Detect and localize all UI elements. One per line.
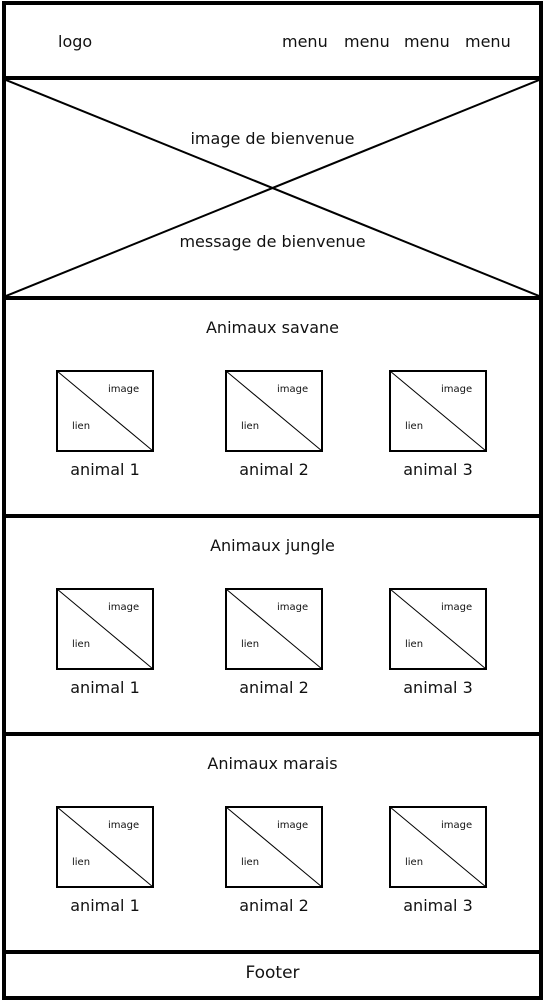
animal-name: animal 2 xyxy=(239,678,309,697)
card-image-label: image xyxy=(108,820,140,831)
image-placeholder-icon xyxy=(389,588,487,670)
animal-card-1[interactable]: image lien xyxy=(56,806,154,888)
card-link-label[interactable]: lien xyxy=(405,421,424,432)
animal-card-3[interactable]: image lien xyxy=(389,588,487,670)
animal-card-3[interactable]: image lien xyxy=(389,370,487,452)
menu-item-1[interactable]: menu xyxy=(282,32,328,51)
card-link-label[interactable]: lien xyxy=(241,421,260,432)
animal-name: animal 3 xyxy=(403,678,473,697)
animal-name: animal 2 xyxy=(239,460,309,479)
logo[interactable]: logo xyxy=(58,32,93,51)
animal-card-1[interactable]: image lien xyxy=(56,588,154,670)
menu-item-3[interactable]: menu xyxy=(404,32,450,51)
card-link-label[interactable]: lien xyxy=(405,639,424,650)
animal-name: animal 1 xyxy=(70,460,140,479)
animal-name: animal 1 xyxy=(70,896,140,915)
card-link-label[interactable]: lien xyxy=(72,857,91,868)
image-placeholder-icon xyxy=(56,806,154,888)
hero-image-label: image de bienvenue xyxy=(190,129,355,148)
section-marais: Animaux marais image lien animal 1 image… xyxy=(2,732,543,954)
animal-card-2[interactable]: image lien xyxy=(225,806,323,888)
header: logo menu menu menu menu xyxy=(2,1,543,81)
card-image-label: image xyxy=(441,602,473,613)
footer: Footer xyxy=(2,950,543,1000)
card-link-label[interactable]: lien xyxy=(241,639,260,650)
image-placeholder-icon xyxy=(389,806,487,888)
section-title: Animaux marais xyxy=(207,754,338,773)
card-image-label: image xyxy=(277,820,309,831)
animal-name: animal 2 xyxy=(239,896,309,915)
section-savane: Animaux savane image lien animal 1 image… xyxy=(2,296,543,518)
image-placeholder-icon xyxy=(56,370,154,452)
footer-label: Footer xyxy=(245,963,300,983)
card-link-label[interactable]: lien xyxy=(241,857,260,868)
card-link-label[interactable]: lien xyxy=(405,857,424,868)
card-image-label: image xyxy=(277,602,309,613)
image-placeholder-icon xyxy=(225,806,323,888)
section-jungle: Animaux jungle image lien animal 1 image… xyxy=(2,514,543,736)
animal-name: animal 3 xyxy=(403,460,473,479)
hero-section: image de bienvenue message de bienvenue xyxy=(2,76,543,300)
section-title: Animaux savane xyxy=(205,318,339,337)
animal-card-2[interactable]: image lien xyxy=(225,370,323,452)
card-image-label: image xyxy=(441,820,473,831)
section-title: Animaux jungle xyxy=(210,536,335,555)
card-link-label[interactable]: lien xyxy=(72,639,91,650)
image-placeholder-icon xyxy=(389,370,487,452)
image-placeholder-icon xyxy=(225,370,323,452)
hero-message-label: message de bienvenue xyxy=(179,232,366,251)
animal-name: animal 1 xyxy=(70,678,140,697)
animal-name: animal 3 xyxy=(403,896,473,915)
animal-card-2[interactable]: image lien xyxy=(225,588,323,670)
card-image-label: image xyxy=(277,384,309,395)
card-image-label: image xyxy=(108,602,140,613)
image-placeholder-icon xyxy=(225,588,323,670)
animal-card-1[interactable]: image lien xyxy=(56,370,154,452)
card-image-label: image xyxy=(108,384,140,395)
hero-image-placeholder xyxy=(6,80,539,296)
menu-item-2[interactable]: menu xyxy=(344,32,390,51)
card-link-label[interactable]: lien xyxy=(72,421,91,432)
card-image-label: image xyxy=(441,384,473,395)
image-placeholder-icon xyxy=(56,588,154,670)
animal-card-3[interactable]: image lien xyxy=(389,806,487,888)
menu-item-4[interactable]: menu xyxy=(465,32,511,51)
